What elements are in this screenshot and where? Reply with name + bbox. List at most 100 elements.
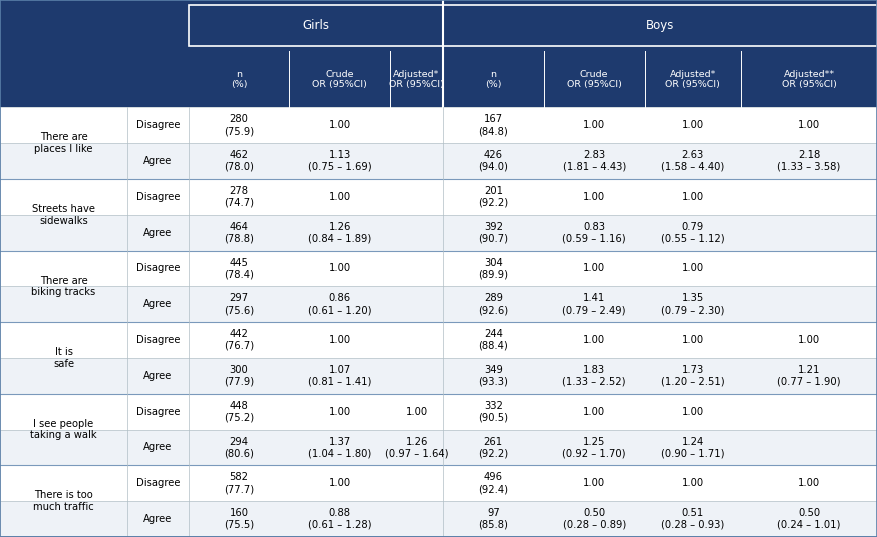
- Bar: [0, 143, 877, 179]
- Text: 462
(78.0): 462 (78.0): [224, 150, 254, 172]
- Text: 278
(74.7): 278 (74.7): [224, 186, 254, 208]
- Bar: [189, 5, 443, 46]
- Text: Girls: Girls: [303, 19, 329, 32]
- Text: 582
(77.7): 582 (77.7): [224, 473, 254, 494]
- Text: Agree: Agree: [143, 442, 173, 453]
- Text: There are
places I like: There are places I like: [34, 133, 93, 154]
- Text: 1.83
(1.33 – 2.52): 1.83 (1.33 – 2.52): [562, 365, 626, 387]
- Text: 304
(89.9): 304 (89.9): [478, 258, 509, 279]
- Bar: [0, 215, 877, 251]
- Bar: [0, 286, 877, 322]
- Text: Disagree: Disagree: [136, 264, 180, 273]
- Bar: [0, 358, 877, 394]
- Text: There are
biking tracks: There are biking tracks: [32, 275, 96, 297]
- Text: 97
(85.8): 97 (85.8): [478, 509, 509, 530]
- Text: Disagree: Disagree: [136, 407, 180, 417]
- Text: 289
(92.6): 289 (92.6): [478, 294, 509, 315]
- Text: 1.13
(0.75 – 1.69): 1.13 (0.75 – 1.69): [308, 150, 372, 172]
- Text: Crude
OR (95%CI): Crude OR (95%CI): [567, 69, 622, 89]
- Text: 445
(78.4): 445 (78.4): [224, 258, 254, 279]
- Text: Adjusted**
OR (95%CI): Adjusted** OR (95%CI): [781, 69, 837, 89]
- Text: 1.00: 1.00: [798, 120, 820, 130]
- Text: 426
(94.0): 426 (94.0): [478, 150, 509, 172]
- Text: I see people
taking a walk: I see people taking a walk: [31, 419, 96, 440]
- Text: 332
(90.5): 332 (90.5): [478, 401, 509, 423]
- Text: 0.50
(0.28 – 0.89): 0.50 (0.28 – 0.89): [562, 509, 626, 530]
- Text: 1.00: 1.00: [329, 264, 351, 273]
- Text: 1.00: 1.00: [329, 192, 351, 202]
- Text: 297
(75.6): 297 (75.6): [224, 294, 254, 315]
- Text: n
(%): n (%): [485, 69, 502, 89]
- Text: 0.50
(0.24 – 1.01): 0.50 (0.24 – 1.01): [777, 509, 841, 530]
- Text: There is too
much traffic: There is too much traffic: [33, 490, 94, 512]
- Text: 0.79
(0.55 – 1.12): 0.79 (0.55 – 1.12): [661, 222, 724, 243]
- Text: 1.00: 1.00: [583, 478, 605, 488]
- Text: Agree: Agree: [143, 299, 173, 309]
- Text: 1.73
(1.20 – 2.51): 1.73 (1.20 – 2.51): [661, 365, 724, 387]
- Text: Agree: Agree: [143, 371, 173, 381]
- Bar: [0, 430, 877, 466]
- Text: 1.00: 1.00: [583, 407, 605, 417]
- Text: 1.00: 1.00: [583, 192, 605, 202]
- Text: 1.00: 1.00: [798, 478, 820, 488]
- Text: Agree: Agree: [143, 228, 173, 238]
- Text: 1.00: 1.00: [329, 120, 351, 130]
- Text: Disagree: Disagree: [136, 192, 180, 202]
- Text: 1.00: 1.00: [329, 335, 351, 345]
- Text: 1.41
(0.79 – 2.49): 1.41 (0.79 – 2.49): [562, 294, 626, 315]
- Text: 1.00: 1.00: [681, 192, 704, 202]
- Bar: [0, 394, 877, 430]
- Text: Boys: Boys: [645, 19, 674, 32]
- Text: 244
(88.4): 244 (88.4): [479, 329, 508, 351]
- Text: 1.07
(0.81 – 1.41): 1.07 (0.81 – 1.41): [308, 365, 372, 387]
- Text: 1.00: 1.00: [681, 407, 704, 417]
- Text: 1.24
(0.90 – 1.71): 1.24 (0.90 – 1.71): [661, 437, 724, 458]
- Text: 1.26
(0.84 – 1.89): 1.26 (0.84 – 1.89): [308, 222, 372, 243]
- Text: It is
safe: It is safe: [53, 347, 75, 369]
- Text: 1.00: 1.00: [583, 264, 605, 273]
- Text: 294
(80.6): 294 (80.6): [224, 437, 254, 458]
- Text: Agree: Agree: [143, 514, 173, 524]
- Text: 1.00: 1.00: [329, 478, 351, 488]
- Text: 1.00: 1.00: [329, 407, 351, 417]
- Text: 1.00: 1.00: [681, 335, 704, 345]
- Bar: [0, 179, 877, 215]
- Text: 1.26
(0.97 – 1.64): 1.26 (0.97 – 1.64): [385, 437, 448, 458]
- Text: 0.88
(0.61 – 1.28): 0.88 (0.61 – 1.28): [308, 509, 372, 530]
- Text: 496
(92.4): 496 (92.4): [478, 473, 509, 494]
- Text: 201
(92.2): 201 (92.2): [478, 186, 509, 208]
- Text: 280
(75.9): 280 (75.9): [224, 114, 254, 136]
- Text: 1.00: 1.00: [583, 120, 605, 130]
- Text: Agree: Agree: [143, 156, 173, 166]
- Text: 442
(76.7): 442 (76.7): [224, 329, 254, 351]
- Text: 464
(78.8): 464 (78.8): [224, 222, 254, 243]
- Text: 1.25
(0.92 – 1.70): 1.25 (0.92 – 1.70): [562, 437, 626, 458]
- Bar: [0, 251, 877, 286]
- Text: Crude
OR (95%CI): Crude OR (95%CI): [312, 69, 367, 89]
- Text: 2.83
(1.81 – 4.43): 2.83 (1.81 – 4.43): [562, 150, 626, 172]
- Text: 1.21
(0.77 – 1.90): 1.21 (0.77 – 1.90): [777, 365, 841, 387]
- Text: 1.00: 1.00: [681, 478, 704, 488]
- Text: Streets have
sidewalks: Streets have sidewalks: [32, 204, 95, 226]
- Text: 1.37
(1.04 – 1.80): 1.37 (1.04 – 1.80): [308, 437, 372, 458]
- Text: 1.00: 1.00: [681, 120, 704, 130]
- Text: 1.00: 1.00: [405, 407, 428, 417]
- Text: 167
(84.8): 167 (84.8): [479, 114, 508, 136]
- Text: 2.63
(1.58 – 4.40): 2.63 (1.58 – 4.40): [661, 150, 724, 172]
- Text: 261
(92.2): 261 (92.2): [478, 437, 509, 458]
- Text: 1.00: 1.00: [681, 264, 704, 273]
- Text: 392
(90.7): 392 (90.7): [478, 222, 509, 243]
- Bar: [0, 501, 877, 537]
- Text: 448
(75.2): 448 (75.2): [224, 401, 254, 423]
- Text: 1.35
(0.79 – 2.30): 1.35 (0.79 – 2.30): [661, 294, 724, 315]
- Bar: [0, 51, 877, 107]
- Text: 0.86
(0.61 – 1.20): 0.86 (0.61 – 1.20): [308, 294, 372, 315]
- Text: n
(%): n (%): [231, 69, 247, 89]
- Bar: [443, 5, 877, 46]
- Text: 349
(93.3): 349 (93.3): [478, 365, 509, 387]
- Text: 1.00: 1.00: [583, 335, 605, 345]
- Bar: [0, 466, 877, 501]
- Text: Disagree: Disagree: [136, 335, 180, 345]
- Text: 0.83
(0.59 – 1.16): 0.83 (0.59 – 1.16): [562, 222, 626, 243]
- Text: 0.51
(0.28 – 0.93): 0.51 (0.28 – 0.93): [661, 509, 724, 530]
